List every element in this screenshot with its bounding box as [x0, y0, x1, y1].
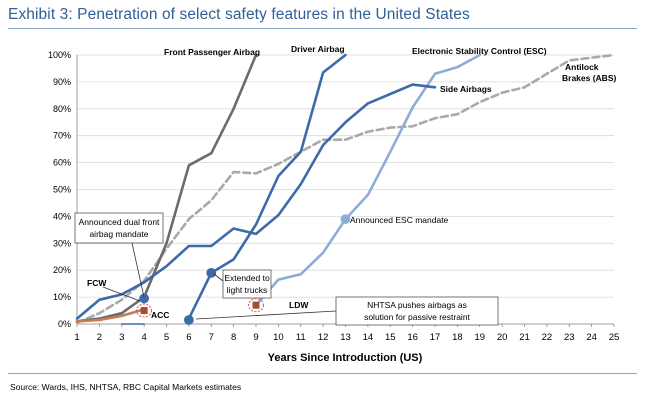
grid	[77, 54, 614, 325]
label-abs-line1: Antilock	[565, 62, 599, 72]
label-side-airbags: Side Airbags	[440, 84, 492, 94]
x-tick-label: 7	[209, 332, 214, 343]
x-tick-label: 9	[253, 332, 258, 343]
nhtsa-callout-box	[335, 296, 499, 326]
y-tick-label: 20%	[53, 265, 71, 275]
marker-fcw	[139, 293, 150, 304]
series-line-front-passenger-airbag	[75, 53, 258, 323]
x-tick-label: 2	[97, 332, 102, 343]
series-line-side-airbags	[75, 83, 437, 320]
square-marker-ldw	[252, 301, 260, 309]
x-tick-label: 3	[119, 332, 124, 343]
x-tick-label: 18	[452, 332, 463, 343]
x-tick-label: 20	[497, 332, 508, 343]
x-tick-label: 21	[519, 332, 530, 343]
fcw-pointer	[102, 286, 141, 302]
ring-ldw	[248, 298, 264, 313]
esc-mandate-text: Announced ESC mandate	[350, 215, 449, 225]
x-tick-label: 1	[74, 332, 79, 343]
x-tick-label: 15	[385, 332, 396, 343]
x-tick-label: 17	[430, 332, 441, 343]
y-tick-label: 80%	[53, 104, 71, 114]
series-markers	[136, 214, 351, 325]
x-tick-label: 6	[186, 332, 191, 343]
x-tick-label: 14	[363, 332, 374, 343]
square-marker-acc	[140, 307, 148, 315]
annotation-esc-mandate: Announced ESC mandate	[350, 215, 449, 225]
axes: 0%10%20%30%40%50%60%70%80%90%100%1 2 3 4 5 6 7…	[48, 50, 619, 343]
label-driver-airbag: Driver Airbag	[291, 44, 345, 54]
dual-front-pointer	[131, 242, 145, 298]
dual-front-line1: Announced dual front	[79, 217, 160, 227]
x-tick-label: 25	[609, 332, 620, 343]
extended-callout-box	[222, 269, 272, 299]
label-abs-line2: Brakes (ABS)	[562, 73, 616, 83]
x-tick-label: 4	[141, 332, 146, 343]
x-tick-label: 11	[296, 332, 306, 343]
nhtsa-pointer	[195, 310, 337, 320]
y-tick-label: 40%	[53, 211, 71, 221]
x-tick-label: 24	[586, 332, 597, 343]
dual-front-callout-box	[74, 212, 164, 244]
x-tick-label: 10	[273, 332, 284, 343]
title-divider	[8, 28, 637, 29]
x-axis-title: Years Since Introduction (US)	[268, 352, 423, 364]
extended-line1: Extended to	[224, 273, 270, 283]
x-tick-label: 16	[407, 332, 418, 343]
x-tick-label: 19	[474, 332, 485, 343]
page-title: Exhibit 3: Penetration of select safety …	[8, 6, 470, 23]
penetration-chart: 0%10%20%30%40%50%60%70%80%90%100%1 2 3 4 5 6 7…	[48, 44, 619, 364]
annotation-nhtsa: NHTSA pushes airbags as solution for pas…	[195, 296, 499, 326]
source-divider	[8, 373, 637, 374]
y-tick-label: 30%	[53, 238, 71, 248]
nhtsa-line2: solution for passive restraint	[364, 312, 470, 322]
series-line-acc	[75, 307, 146, 323]
label-ldw: LDW	[289, 300, 309, 310]
x-tick-label: 12	[318, 332, 329, 343]
nhtsa-line1: NHTSA pushes airbags as	[367, 300, 467, 310]
x-tick-label: 8	[231, 332, 236, 343]
label-front-passenger-airbag: Front Passenger Airbag	[164, 47, 260, 57]
ring-acc	[136, 303, 153, 318]
series-lines	[75, 53, 616, 325]
label-acc: ACC	[151, 310, 169, 320]
annotation-extended: Extended to light trucks	[213, 269, 272, 299]
x-tick-label: 13	[340, 332, 351, 343]
y-tick-label: 0%	[58, 319, 71, 329]
label-fcw: FCW	[87, 278, 107, 288]
marker-driver-airbag-start	[183, 315, 194, 325]
y-tick-label: 90%	[53, 77, 71, 87]
dual-front-line2: airbag mandate	[89, 229, 148, 239]
x-tick-label: 5	[164, 332, 169, 343]
x-tick-label: 22	[542, 332, 553, 343]
x-tick-label: 23	[564, 332, 575, 343]
y-tick-label: 50%	[53, 185, 71, 195]
series-line-electronic-stability-control-esc	[254, 53, 482, 307]
extended-line2: light trucks	[227, 285, 268, 295]
y-tick-label: 10%	[53, 292, 71, 302]
y-tick-label: 70%	[53, 131, 71, 141]
label-esc: Electronic Stability Control (ESC)	[412, 46, 547, 56]
extended-pointer	[213, 273, 224, 282]
series-line-antilock-brakes-abs	[75, 53, 616, 324]
marker-announced-esc-mandate	[340, 214, 351, 224]
marker-extended-to-light-trucks	[206, 267, 217, 278]
y-tick-label: 100%	[48, 50, 71, 60]
source-note: Source: Wards, IHS, NHTSA, RBC Capital M…	[10, 382, 242, 392]
y-tick-label: 60%	[53, 158, 71, 168]
annotation-dual-front: Announced dual front airbag mandate	[74, 212, 164, 298]
